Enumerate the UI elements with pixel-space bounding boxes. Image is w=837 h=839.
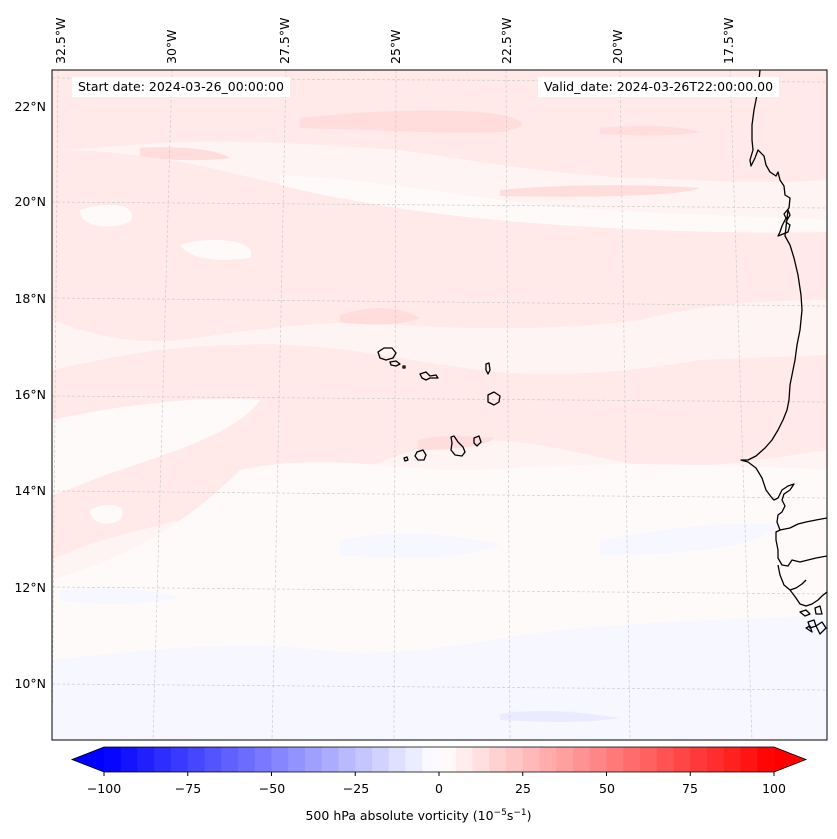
island-brava: [403, 456, 409, 462]
colorbar-level: [271, 747, 289, 772]
lon-label: 27.5°W: [277, 17, 292, 64]
colorbar-level: [187, 747, 206, 772]
lat-label: 20°N: [14, 194, 46, 209]
lat-label: 22°N: [14, 99, 46, 114]
colorbar-level: [690, 747, 708, 772]
colorbar-level: [338, 747, 356, 772]
colorbar-level: [489, 747, 507, 772]
colorbar-tick-label: −25: [342, 781, 370, 796]
lon-label: 17.5°W: [721, 17, 736, 64]
lat-label: 14°N: [14, 483, 46, 498]
colorbar-label: 500 hPa absolute vorticity (10−5s−1): [0, 808, 837, 823]
colorbar-extend-min: [72, 747, 104, 772]
colorbar-level: [740, 747, 758, 772]
coastline-west-africa: [740, 70, 827, 531]
colorbar-level: [723, 747, 742, 772]
field-negative-streak: [500, 711, 620, 722]
colorbar-tick-label: 50: [599, 781, 615, 796]
colorbar-label-close: ): [526, 808, 532, 824]
colorbar-level: [606, 747, 624, 772]
lon-label: 25°W: [388, 29, 403, 64]
colorbar-level: [154, 747, 172, 772]
colorbar-level: [321, 747, 340, 772]
colorbar-level: [372, 747, 390, 772]
lon-label: 32.5°W: [53, 17, 68, 64]
colorbar-label-unit: s: [506, 808, 514, 824]
colorbar-level: [556, 747, 574, 772]
colorbar-tick-label: 100: [762, 781, 786, 796]
coastline-guinea-bissau: [777, 564, 827, 607]
lat-label: 12°N: [14, 580, 46, 595]
colorbar-level: [254, 747, 273, 772]
island-sal: [485, 362, 491, 375]
coastline-gambia-casamance: [775, 529, 827, 567]
island-santo-antao: [377, 347, 397, 361]
colorbar-level: [171, 747, 189, 772]
colorbar-level: [137, 747, 155, 772]
gridlines: [52, 70, 827, 740]
field-strong-positive: [140, 110, 700, 450]
colorbar-level: [120, 747, 139, 772]
colorbar-level: [439, 747, 457, 772]
field-negative-band: [52, 523, 827, 740]
vorticity-field: [52, 70, 827, 740]
colorbar-tick-label: 0: [435, 781, 443, 796]
island-maio: [473, 435, 482, 447]
colorbar-level: [656, 747, 675, 772]
colorbar-level: [707, 747, 725, 772]
colorbar-level: [640, 747, 658, 772]
colorbar-level: [221, 747, 239, 772]
valid-date-label: Valid_date: 2024-03-26T22:00:00.00: [538, 77, 780, 97]
lat-label: 16°N: [14, 387, 46, 402]
lon-label: 20°W: [610, 29, 625, 64]
colorbar-level: [757, 747, 775, 772]
colorbar-level: [506, 747, 524, 772]
colorbar-tick-label: −50: [258, 781, 286, 796]
colorbar-level: [589, 747, 608, 772]
coastline: [377, 70, 827, 635]
colorbar-level: [305, 747, 323, 772]
colorbar-level: [623, 747, 641, 772]
colorbar-level: [472, 747, 490, 772]
island-santiago: [450, 435, 466, 457]
coastline-bissagos: [799, 605, 827, 635]
colorbar-level: [288, 747, 306, 772]
colorbar: [70, 746, 808, 776]
map-frame: [51, 69, 828, 741]
colorbar-level: [405, 747, 423, 772]
colorbar-tick-label: 75: [682, 781, 698, 796]
colorbar-level: [104, 747, 122, 772]
island-santa-luzia: [402, 365, 406, 369]
island-fogo: [414, 449, 427, 461]
colorbar-level: [238, 747, 256, 772]
colorbar-level: [355, 747, 373, 772]
colorbar-level: [673, 747, 691, 772]
lon-label: 30°W: [164, 29, 179, 64]
lat-label: 10°N: [14, 676, 46, 691]
colorbar-tick-label: −75: [174, 781, 202, 796]
colorbar-level: [522, 747, 541, 772]
colorbar-label-exponent: −5: [493, 808, 507, 818]
colorbar-level: [422, 747, 440, 772]
island-sao-nicolau: [419, 371, 439, 381]
colorbar-tick-label: 25: [515, 781, 531, 796]
island-sao-vicente: [389, 360, 401, 367]
colorbar-extend-max: [774, 747, 806, 772]
lat-label: 18°N: [14, 291, 46, 306]
colorbar-level: [388, 747, 407, 772]
colorbar-level: [573, 747, 591, 772]
colorbar-tick-label: −100: [86, 781, 122, 796]
colorbar-level: [204, 747, 222, 772]
lon-label: 22.5°W: [499, 17, 514, 64]
colorbar-level: [539, 747, 557, 772]
colorbar-label-text: 500 hPa absolute vorticity (10: [305, 808, 494, 824]
island-boa-vista: [487, 391, 501, 406]
colorbar-label-exponent: −1: [513, 808, 527, 818]
colorbar-level: [455, 747, 474, 772]
start-date-label: Start date: 2024-03-26_00:00:00: [72, 77, 290, 97]
